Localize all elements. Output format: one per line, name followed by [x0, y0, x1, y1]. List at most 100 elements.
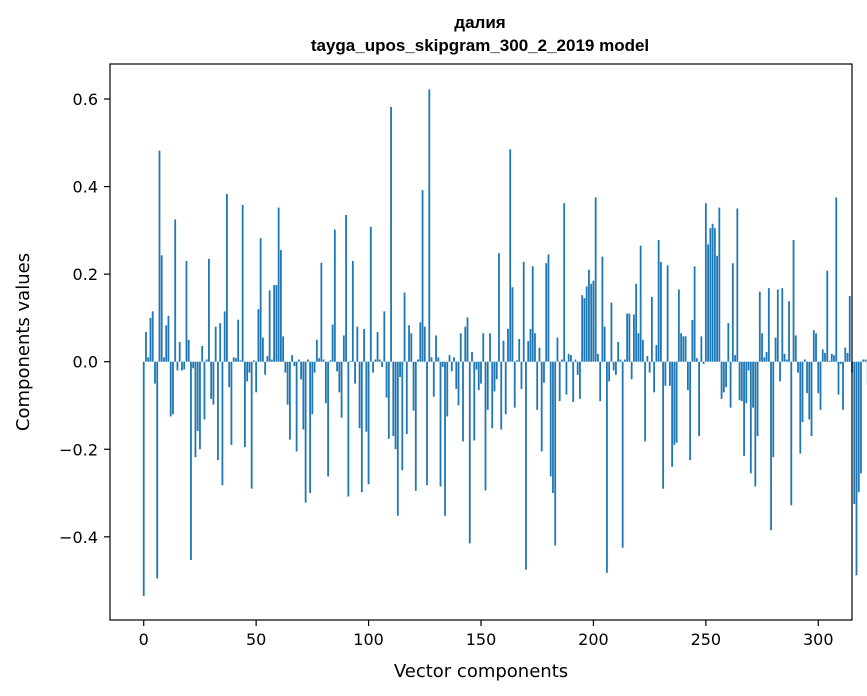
bar — [450, 361, 453, 372]
bar — [448, 355, 451, 362]
bar — [324, 361, 327, 404]
bar — [320, 262, 323, 362]
bar — [763, 357, 766, 362]
bar — [381, 361, 383, 367]
bar — [156, 361, 159, 579]
chart-title: далия — [454, 13, 505, 32]
bar — [725, 361, 727, 388]
bar — [147, 357, 150, 362]
bar — [498, 253, 500, 362]
bar — [594, 197, 597, 362]
bar — [689, 361, 692, 461]
bar — [230, 361, 233, 445]
bar — [534, 333, 536, 362]
bar — [246, 361, 249, 382]
bar — [401, 361, 404, 471]
bar — [192, 361, 195, 369]
bar — [293, 361, 296, 367]
bar — [477, 361, 480, 391]
bar — [176, 361, 179, 371]
bar — [815, 333, 817, 362]
bar — [208, 258, 210, 362]
y-tick-label: −0.4 — [59, 528, 98, 547]
bar — [567, 353, 570, 362]
bar — [824, 352, 826, 362]
bar — [432, 361, 435, 397]
bar — [785, 359, 788, 362]
bar — [666, 265, 669, 362]
bar — [345, 215, 347, 362]
bar — [365, 361, 368, 432]
bar — [489, 333, 491, 362]
bar — [621, 361, 624, 548]
y-tick-label: 0.6 — [73, 90, 98, 109]
bar — [597, 353, 599, 362]
bar — [403, 292, 406, 362]
bar — [185, 261, 188, 362]
bar — [756, 361, 759, 437]
bar — [203, 361, 206, 420]
bar — [830, 353, 833, 362]
bar — [531, 266, 534, 362]
bar — [529, 328, 532, 362]
bar — [351, 261, 354, 362]
bar — [399, 361, 401, 378]
bar — [770, 361, 772, 531]
bar — [833, 355, 835, 362]
bar — [313, 361, 316, 373]
bar — [408, 325, 410, 362]
bar — [441, 361, 444, 367]
bar — [336, 361, 338, 372]
bar — [428, 89, 431, 362]
bar — [475, 361, 478, 370]
bar — [340, 361, 343, 418]
bar — [752, 361, 754, 408]
bar — [590, 283, 593, 362]
bar — [414, 361, 417, 491]
chart-subtitle: tayga_upos_skipgram_300_2_2019 model — [311, 36, 649, 55]
bar — [394, 361, 397, 450]
bar — [502, 340, 505, 362]
bar — [509, 149, 512, 362]
bar — [581, 295, 584, 362]
bar — [480, 361, 482, 384]
x-tick-label: 300 — [803, 630, 834, 649]
bars — [142, 89, 867, 596]
x-tick-label: 250 — [691, 630, 722, 649]
bar — [686, 361, 689, 391]
bar — [228, 361, 231, 388]
bar — [565, 361, 568, 395]
bar — [210, 361, 213, 399]
bar — [599, 361, 602, 402]
bar — [691, 320, 694, 362]
bar — [295, 361, 298, 452]
bar — [853, 361, 856, 504]
bar — [253, 360, 255, 362]
bar — [349, 360, 352, 362]
bar — [165, 325, 168, 362]
bar — [241, 204, 244, 362]
bar — [716, 255, 718, 362]
bar — [392, 361, 395, 437]
bar — [520, 361, 523, 389]
bar — [794, 335, 797, 362]
bar — [592, 280, 595, 362]
bar — [682, 336, 685, 362]
bar — [405, 361, 408, 434]
y-tick-label: 0.2 — [73, 265, 98, 284]
bar — [637, 333, 640, 362]
bar — [574, 359, 577, 362]
bar — [731, 263, 734, 362]
bar — [194, 361, 197, 458]
x-axis-label: Vector components — [394, 661, 568, 682]
bar — [385, 361, 388, 398]
bar — [774, 337, 777, 362]
bar — [471, 352, 473, 362]
bar — [187, 339, 190, 362]
bar — [437, 357, 440, 362]
bar — [378, 359, 381, 362]
bar — [527, 341, 530, 362]
bar — [552, 361, 554, 494]
bar — [707, 244, 709, 362]
